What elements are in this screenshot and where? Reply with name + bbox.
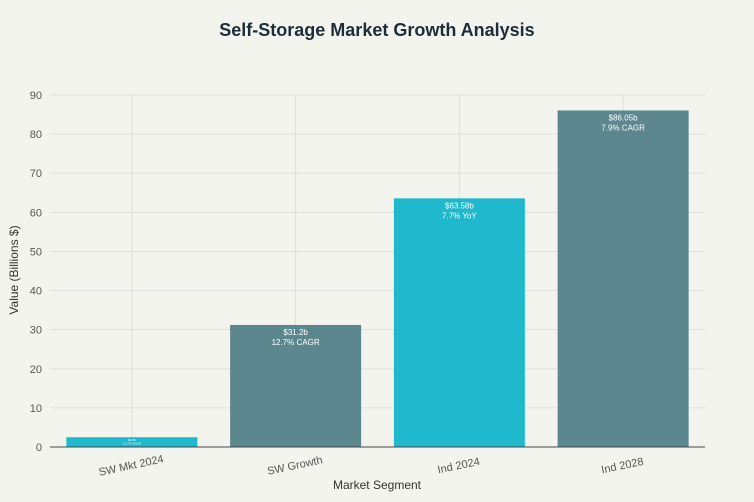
bar-growth-label: 7.9% CAGR	[601, 123, 645, 132]
bar	[66, 437, 198, 447]
y-tick-label: 60	[30, 207, 42, 219]
x-tick-label: Ind 2024	[437, 456, 481, 477]
bar	[393, 198, 525, 447]
y-tick-label: 20	[30, 364, 42, 376]
y-tick-label: 80	[30, 129, 42, 141]
y-tick-label: 70	[30, 168, 42, 180]
bar-value-label: $63.58b	[445, 201, 474, 210]
bar	[557, 110, 689, 448]
y-tick-label: 50	[30, 246, 42, 258]
y-tick-label: 0	[36, 442, 42, 454]
bar-layer	[66, 110, 689, 448]
y-tick-label: 90	[30, 90, 42, 102]
bar-growth-label: 12.7% CAGR	[272, 338, 320, 347]
x-tick-label: SW Growth	[266, 454, 324, 477]
x-tick-label: Ind 2028	[600, 456, 644, 477]
x-tick-label: SW Mkt 2024	[98, 453, 165, 478]
bar-growth-label: 12.7% CAGR	[123, 442, 142, 446]
bar-growth-label: 7.7% YoY	[442, 211, 477, 220]
y-axis-label: Value (Billions $)	[7, 225, 21, 314]
bar-value-label: $2.5b	[128, 438, 136, 442]
y-tick-label: 10	[30, 403, 42, 415]
y-tick-label: 40	[30, 286, 42, 298]
bar-value-label: $31.2b	[283, 328, 308, 337]
chart-title: Self-Storage Market Growth Analysis	[219, 20, 534, 40]
bar-value-label: $86.05b	[609, 113, 638, 122]
x-axis-label: Market Segment	[333, 478, 422, 492]
y-tick-label: 30	[30, 325, 42, 337]
bar	[230, 324, 362, 447]
